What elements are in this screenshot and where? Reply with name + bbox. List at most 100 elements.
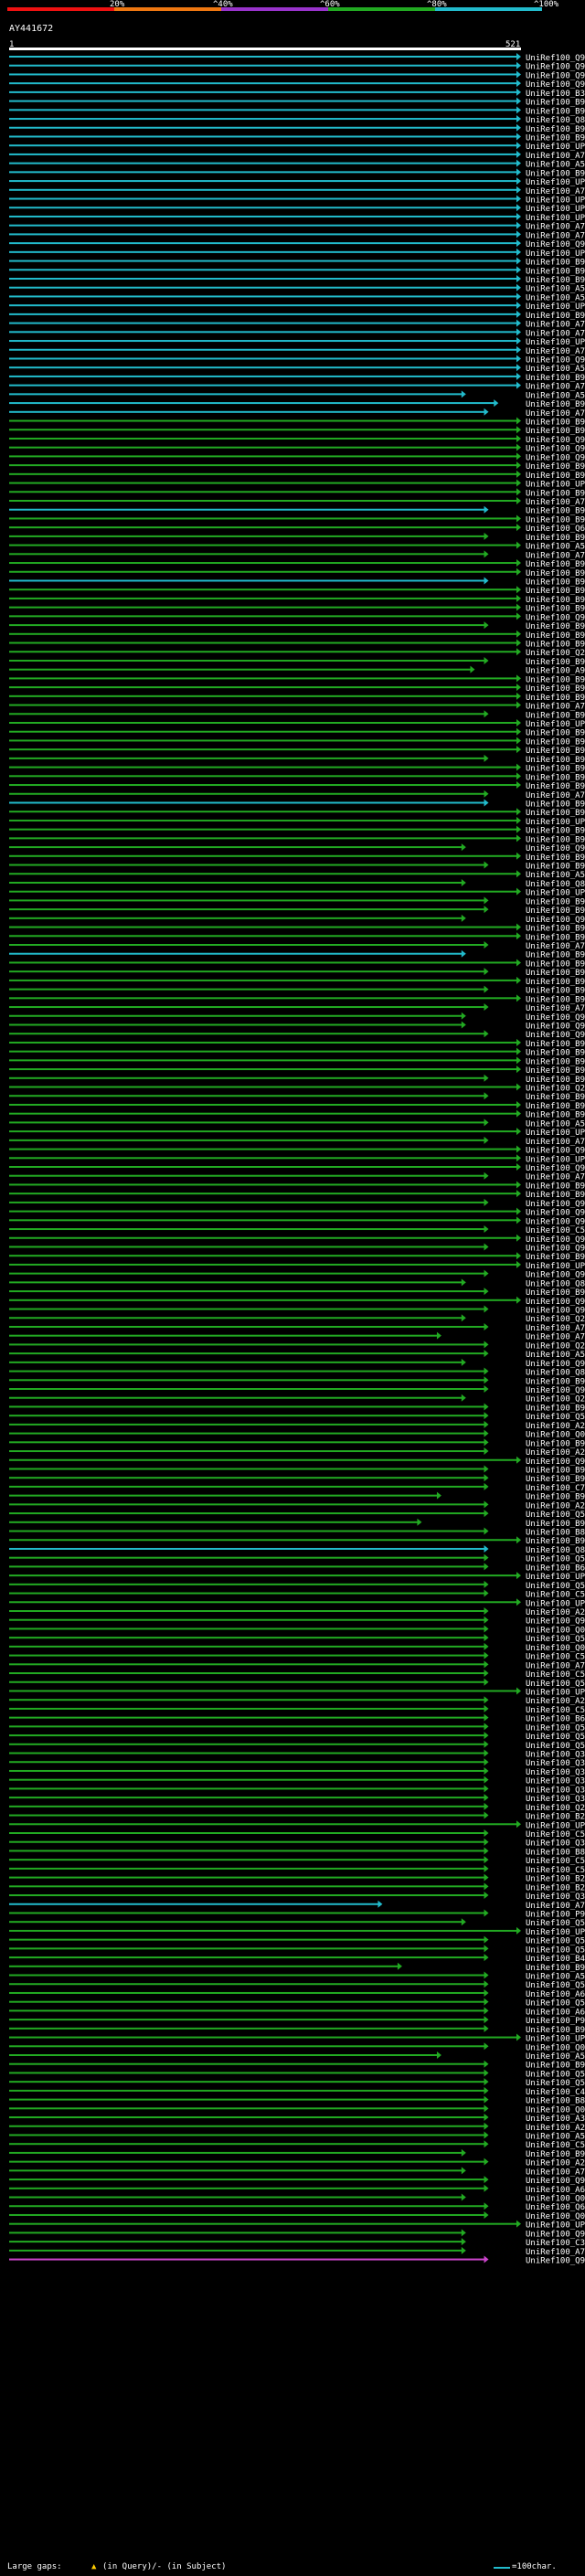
hit-bar[interactable]: [9, 455, 517, 458]
hit-bar[interactable]: [9, 1503, 485, 1506]
hit-bar[interactable]: [9, 579, 485, 582]
hit-bar[interactable]: [9, 331, 517, 334]
hit-bar[interactable]: [9, 1415, 485, 1417]
hit-label[interactable]: UniRef100_UP1000...: [526, 302, 585, 312]
hit-bar[interactable]: [9, 1637, 485, 1639]
hit-label[interactable]: UniRef100_A2YDZ0: [526, 1422, 585, 1431]
hit-label[interactable]: UniRef100_C5Z481: [526, 1670, 585, 1680]
hit-label[interactable]: UniRef100_Q9FXU8: [526, 1164, 585, 1173]
hit-label[interactable]: UniRef100_Q51IW6: [526, 1937, 585, 1946]
hit-bar[interactable]: [9, 1006, 485, 1009]
hit-bar[interactable]: [9, 1645, 485, 1648]
hit-bar[interactable]: [9, 1388, 485, 1390]
hit-label[interactable]: UniRef100_UP1000...: [526, 196, 585, 206]
hit-label[interactable]: UniRef100_Q9XGN1: [526, 1031, 585, 1040]
hit-label[interactable]: UniRef100_B9NS85: [526, 729, 585, 738]
hit-bar[interactable]: [9, 162, 517, 164]
hit-label[interactable]: UniRef100_A7PJK7: [526, 791, 585, 800]
hit-bar[interactable]: [9, 1263, 517, 1266]
hit-label[interactable]: UniRef100_B9SAZ6: [526, 472, 585, 481]
hit-bar[interactable]: [9, 2125, 485, 2127]
hit-label[interactable]: UniRef100_B9APV7: [526, 2150, 585, 2159]
hit-label[interactable]: UniRef100_B9GK10: [526, 853, 585, 863]
hit-label[interactable]: UniRef100_A5BZ51: [526, 161, 585, 170]
hit-bar[interactable]: [9, 1778, 485, 1781]
hit-bar[interactable]: [9, 446, 517, 449]
hit-label[interactable]: UniRef100_B9GG17: [526, 694, 585, 703]
hit-bar[interactable]: [9, 775, 517, 778]
hit-bar[interactable]: [9, 2222, 517, 2225]
hit-bar[interactable]: [9, 2258, 485, 2261]
hit-label[interactable]: UniRef100_B9GH12: [526, 641, 585, 650]
hit-label[interactable]: UniRef100_B9I0Y7: [526, 1182, 585, 1191]
hit-bar[interactable]: [9, 1530, 485, 1532]
hit-bar[interactable]: [9, 1743, 485, 1745]
hit-bar[interactable]: [9, 1236, 517, 1239]
hit-label[interactable]: UniRef100_B9SAZ7: [526, 99, 585, 108]
hit-label[interactable]: UniRef100_B9SB04: [526, 507, 585, 516]
hit-label[interactable]: UniRef100_B9SAZ5: [526, 462, 585, 472]
hit-label[interactable]: UniRef100_A2YDY1: [526, 1448, 585, 1458]
hit-bar[interactable]: [9, 1343, 485, 1346]
hit-label[interactable]: UniRef100_Q51IW7: [526, 1999, 585, 2009]
hit-label[interactable]: UniRef100_Q51TW3: [526, 1733, 585, 1742]
hit-label[interactable]: UniRef100_B9GH09: [526, 969, 585, 978]
hit-bar[interactable]: [9, 2134, 485, 2136]
hit-label[interactable]: UniRef100_Q5NTG9: [526, 1742, 585, 1751]
hit-label[interactable]: UniRef100_Q51IW8: [526, 1945, 585, 1955]
hit-label[interactable]: UniRef100_B9I0W1: [526, 995, 585, 1004]
hit-label[interactable]: UniRef100_B9NSS8: [526, 1253, 585, 1262]
hit-label[interactable]: UniRef100_A7QT31: [526, 223, 585, 232]
hit-bar[interactable]: [9, 135, 517, 138]
hit-bar[interactable]: [9, 188, 517, 191]
hit-label[interactable]: UniRef100_B9GH28: [526, 684, 585, 694]
hit-bar[interactable]: [9, 997, 517, 1000]
hit-label[interactable]: UniRef100_A5BRP7: [526, 365, 585, 374]
hit-label[interactable]: UniRef100_A2YDZ5: [526, 1501, 585, 1511]
hit-label[interactable]: UniRef100_B9NSS7: [526, 578, 585, 587]
hit-bar[interactable]: [9, 1370, 485, 1373]
hit-label[interactable]: UniRef100_A3AH40: [526, 2115, 585, 2124]
hit-bar[interactable]: [9, 926, 517, 928]
hit-label[interactable]: UniRef100_Q9ZQ43: [526, 453, 585, 462]
hit-bar[interactable]: [9, 1121, 485, 1124]
hit-bar[interactable]: [9, 472, 517, 475]
hit-bar[interactable]: [9, 1610, 485, 1612]
hit-label[interactable]: UniRef100_B9I0W0: [526, 515, 585, 525]
hit-bar[interactable]: [9, 1716, 485, 1719]
hit-label[interactable]: UniRef100_Q9FZC4: [526, 916, 585, 925]
hit-bar[interactable]: [9, 1867, 485, 1870]
hit-bar[interactable]: [9, 1255, 517, 1257]
hit-bar[interactable]: [9, 153, 517, 155]
hit-label[interactable]: UniRef100_Q6ZBG4: [526, 2203, 585, 2212]
hit-label[interactable]: UniRef100_Q33DQ0: [526, 1839, 585, 1849]
hit-label[interactable]: UniRef100_Q95V06: [526, 613, 585, 622]
hit-bar[interactable]: [9, 828, 517, 831]
hit-label[interactable]: UniRef100_Q2HTY4: [526, 1341, 585, 1351]
hit-label[interactable]: UniRef100_B9I0Y6: [526, 622, 585, 631]
hit-bar[interactable]: [9, 2054, 438, 2056]
hit-label[interactable]: UniRef100_UP1000...: [526, 205, 585, 214]
hit-label[interactable]: UniRef100_B9NCM5: [526, 1377, 585, 1386]
hit-label[interactable]: UniRef100_Q0WTH3: [526, 1644, 585, 1653]
hit-label[interactable]: UniRef100_B9NSQ9: [526, 1439, 585, 1448]
hit-bar[interactable]: [9, 118, 517, 121]
hit-label[interactable]: UniRef100_C5Z483: [526, 1706, 585, 1715]
hit-bar[interactable]: [9, 1361, 463, 1363]
hit-bar[interactable]: [9, 1485, 485, 1488]
hit-bar[interactable]: [9, 1912, 485, 1914]
hit-bar[interactable]: [9, 944, 485, 946]
hit-bar[interactable]: [9, 1103, 517, 1106]
hit-bar[interactable]: [9, 1707, 485, 1710]
hit-label[interactable]: UniRef100_Q8H7M0: [526, 880, 585, 889]
hit-bar[interactable]: [9, 890, 517, 893]
hit-label[interactable]: UniRef100_B9GGJ1: [526, 658, 585, 667]
hit-bar[interactable]: [9, 553, 485, 556]
hit-bar[interactable]: [9, 1458, 517, 1461]
hit-label[interactable]: UniRef100_A6P6V9: [526, 2186, 585, 2195]
hit-label[interactable]: UniRef100_Q33DP2: [526, 1795, 585, 1804]
hit-label[interactable]: UniRef100_Q0JQ88: [526, 2195, 585, 2204]
hit-label[interactable]: UniRef100_B9NFL1: [526, 978, 585, 987]
hit-label[interactable]: UniRef100_B9IDY4: [526, 835, 585, 844]
hit-label[interactable]: UniRef100_A5BLJ4: [526, 1351, 585, 1360]
